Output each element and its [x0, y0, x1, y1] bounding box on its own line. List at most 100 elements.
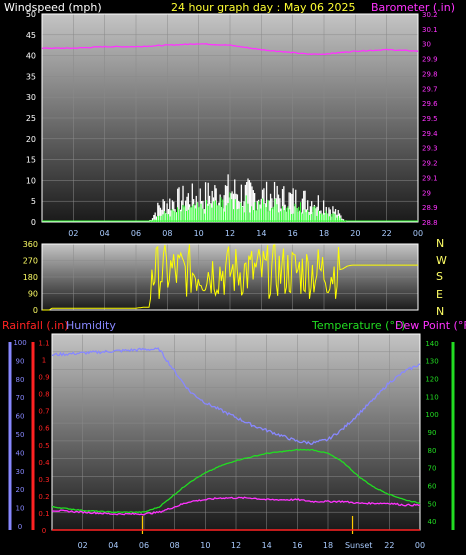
rainfall-tick-label: 1 — [42, 357, 46, 365]
barometer-tick-label: 29.5 — [422, 115, 438, 123]
time-tick-label: 20 — [350, 229, 360, 238]
dewpoint-line — [51, 496, 421, 516]
compass-label: W — [436, 254, 447, 267]
wind-barometer-panel: 0 5 10 15 20 25 30 35 40 45 50 28.8 28.9 29 29.1 29.2 29… — [26, 10, 438, 238]
barometer-axis-title: Barometer (.in) — [371, 1, 455, 14]
wind-direction-line — [42, 244, 418, 311]
time-tick-label: 12 — [225, 229, 235, 238]
humidity-tick-label: 80 — [16, 376, 25, 384]
barometer-tick-label: 29.7 — [422, 85, 438, 93]
barometer-tick-label: 29.4 — [422, 130, 438, 138]
direction-tick-label: 90 — [28, 290, 38, 299]
time-tick-label: 14 — [256, 229, 266, 238]
humidity-axis-title: Humidity — [66, 319, 116, 332]
time-tick-label: 08 — [170, 541, 180, 550]
barometer-tick-label: 30.1 — [422, 26, 438, 34]
rainfall-tick-label: 0.6 — [38, 425, 50, 433]
temperature-axis-title: Temperature (°F) — [312, 319, 406, 332]
windspeed-tick-label: 0 — [31, 218, 36, 227]
barometer-tick-label: 29.3 — [422, 145, 438, 153]
direction-tick-label: 0 — [33, 306, 38, 315]
windspeed-tick-label: 50 — [26, 10, 36, 19]
rainfall-tick-label: 0.3 — [38, 476, 49, 484]
time-tick-label: 10 — [194, 229, 204, 238]
temperature-line — [51, 448, 421, 514]
time-tick-label: 00 — [415, 541, 425, 550]
rainfall-tick-label: 0.1 — [38, 510, 49, 518]
compass-label: S — [436, 270, 443, 283]
time-tick-label: 06 — [131, 229, 141, 238]
rainfall-tick-label: 0 — [42, 527, 46, 535]
time-tick-label: 08 — [162, 229, 172, 238]
temperature-humidity-panel: 010203040506070809010000.10.20.30.40.50.… — [8, 333, 455, 550]
time-tick-label: 10 — [200, 541, 210, 550]
temperature-tick-label: 70 — [428, 465, 437, 473]
barometer-tick-label: 28.9 — [422, 204, 438, 212]
humidity-tick-label: 0 — [18, 523, 22, 531]
windspeed-tick-label: 15 — [26, 156, 36, 165]
windspeed-tick-label: 30 — [26, 93, 36, 102]
direction-tick-label: 180 — [23, 273, 38, 282]
barometer-tick-label: 30 — [422, 41, 431, 49]
compass-label: N — [436, 305, 444, 318]
humidity-tick-label: 90 — [16, 357, 25, 365]
humidity-tick-label: 100 — [13, 339, 26, 347]
barometer-tick-label: 29.2 — [422, 160, 438, 168]
windspeed-tick-label: 10 — [26, 176, 36, 185]
temperature-tick-label: 60 — [428, 482, 437, 490]
time-tick-label: 04 — [108, 541, 118, 550]
temperature-tick-label: 50 — [428, 500, 437, 508]
temperature-tick-label: 40 — [428, 518, 437, 526]
plot-border — [41, 243, 419, 311]
time-tick-label: 16 — [292, 541, 302, 550]
humidity-tick-label: 60 — [16, 413, 25, 421]
rainfall-tick-label: 0.8 — [38, 391, 49, 399]
temperature-tick-label: 130 — [425, 358, 438, 366]
windspeed-tick-label: 5 — [31, 197, 36, 206]
rainfall-tick-label: 0.5 — [38, 442, 49, 450]
rainfall-axis-title: Rainfall (.in) — [2, 319, 69, 332]
time-tick-label: 14 — [262, 541, 272, 550]
time-tick-label: 04 — [100, 229, 110, 238]
barometer-tick-label: 29.9 — [422, 56, 438, 64]
temperature-tick-label: 140 — [425, 340, 438, 348]
direction-tick-label: 360 — [23, 240, 38, 249]
graph-title: 24 hour graph day : May 06 2025 — [171, 1, 356, 14]
sunset-label: Sunset — [345, 541, 372, 550]
rainfall-tick-label: 1.1 — [38, 340, 49, 348]
windspeed-tick-label: 45 — [26, 31, 36, 40]
barometer-tick-label: 29.6 — [422, 100, 438, 108]
dewpoint-axis-title: Dew Point (°F) — [395, 319, 466, 332]
time-tick-label: 02 — [68, 229, 78, 238]
windspeed-tick-label: 25 — [26, 114, 36, 123]
temperature-tick-label: 110 — [425, 393, 438, 401]
windspeed-tick-label: 20 — [26, 135, 36, 144]
time-tick-label: 18 — [319, 229, 329, 238]
humidity-line — [51, 347, 421, 446]
time-tick-label: 22 — [382, 229, 392, 238]
windspeed-tick-label: 40 — [26, 52, 36, 61]
barometer-tick-label: 29.1 — [422, 174, 438, 182]
windspeed-axis-title: Windspeed (mph) — [4, 1, 102, 14]
time-tick-label: 06 — [139, 541, 149, 550]
time-tick-label: 02 — [78, 541, 88, 550]
humidity-tick-label: 10 — [16, 505, 25, 513]
time-tick-label: 16 — [288, 229, 298, 238]
windspeed-tick-label: 35 — [26, 72, 36, 81]
temperature-tick-label: 120 — [425, 376, 438, 384]
temperature-tick-label: 80 — [428, 447, 437, 455]
rainfall-tick-label: 0.9 — [38, 374, 49, 382]
humidity-tick-label: 20 — [16, 486, 25, 494]
humidity-tick-label: 30 — [16, 468, 25, 476]
rainfall-tick-label: 0.4 — [38, 459, 50, 467]
barometer-tick-label: 30.2 — [422, 11, 438, 19]
barometer-line — [41, 43, 418, 56]
time-tick-label: 18 — [323, 541, 333, 550]
time-tick-label: 22 — [384, 541, 394, 550]
barometer-tick-label: 28.8 — [422, 219, 438, 227]
direction-tick-label: 270 — [23, 257, 38, 266]
time-tick-label: 00 — [413, 229, 423, 238]
barometer-tick-label: 29 — [422, 189, 431, 197]
